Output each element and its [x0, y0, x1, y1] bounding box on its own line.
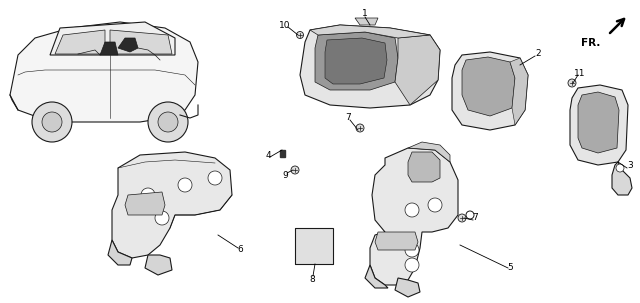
Text: 7: 7	[472, 214, 478, 222]
Circle shape	[42, 112, 62, 132]
Circle shape	[405, 203, 419, 217]
Polygon shape	[145, 255, 172, 275]
Polygon shape	[365, 265, 388, 288]
Text: 9: 9	[282, 171, 288, 179]
Polygon shape	[280, 150, 285, 157]
Polygon shape	[462, 57, 515, 116]
Text: 6: 6	[237, 245, 243, 255]
Polygon shape	[325, 38, 387, 84]
Circle shape	[405, 243, 419, 257]
Polygon shape	[408, 142, 450, 162]
Polygon shape	[125, 192, 165, 215]
Text: 2: 2	[535, 48, 541, 58]
Polygon shape	[315, 32, 398, 90]
Polygon shape	[395, 35, 440, 105]
Text: 1: 1	[362, 8, 368, 18]
Circle shape	[208, 171, 222, 185]
Polygon shape	[510, 58, 528, 125]
Polygon shape	[355, 18, 378, 25]
Polygon shape	[110, 30, 172, 54]
Polygon shape	[612, 162, 632, 195]
Polygon shape	[108, 240, 132, 265]
Circle shape	[291, 166, 299, 174]
Polygon shape	[55, 30, 105, 54]
Polygon shape	[578, 92, 619, 153]
Text: 8: 8	[309, 275, 315, 285]
Polygon shape	[10, 22, 198, 122]
Polygon shape	[118, 38, 138, 52]
Circle shape	[616, 164, 624, 172]
Circle shape	[155, 211, 169, 225]
Circle shape	[428, 198, 442, 212]
Text: 4: 4	[265, 151, 271, 159]
Circle shape	[32, 102, 72, 142]
Circle shape	[158, 112, 178, 132]
Circle shape	[356, 124, 364, 132]
Polygon shape	[310, 25, 430, 38]
Circle shape	[296, 32, 303, 38]
Polygon shape	[452, 52, 528, 130]
Text: 5: 5	[507, 264, 513, 272]
Polygon shape	[570, 85, 628, 165]
Circle shape	[141, 188, 155, 202]
Text: 7: 7	[345, 114, 351, 122]
Bar	[295, 228, 333, 264]
Polygon shape	[370, 148, 458, 285]
Circle shape	[405, 258, 419, 272]
Text: 10: 10	[279, 21, 291, 29]
Polygon shape	[50, 22, 175, 55]
Polygon shape	[408, 152, 440, 182]
Polygon shape	[395, 278, 420, 297]
Text: 3: 3	[627, 161, 633, 169]
Circle shape	[466, 211, 474, 219]
Polygon shape	[112, 152, 232, 258]
Circle shape	[568, 79, 576, 87]
Circle shape	[148, 102, 188, 142]
Circle shape	[178, 178, 192, 192]
Polygon shape	[375, 232, 418, 250]
Text: FR.: FR.	[580, 38, 600, 48]
Polygon shape	[300, 25, 440, 108]
Text: 11: 11	[574, 68, 586, 78]
Circle shape	[458, 214, 466, 222]
Polygon shape	[100, 42, 118, 55]
